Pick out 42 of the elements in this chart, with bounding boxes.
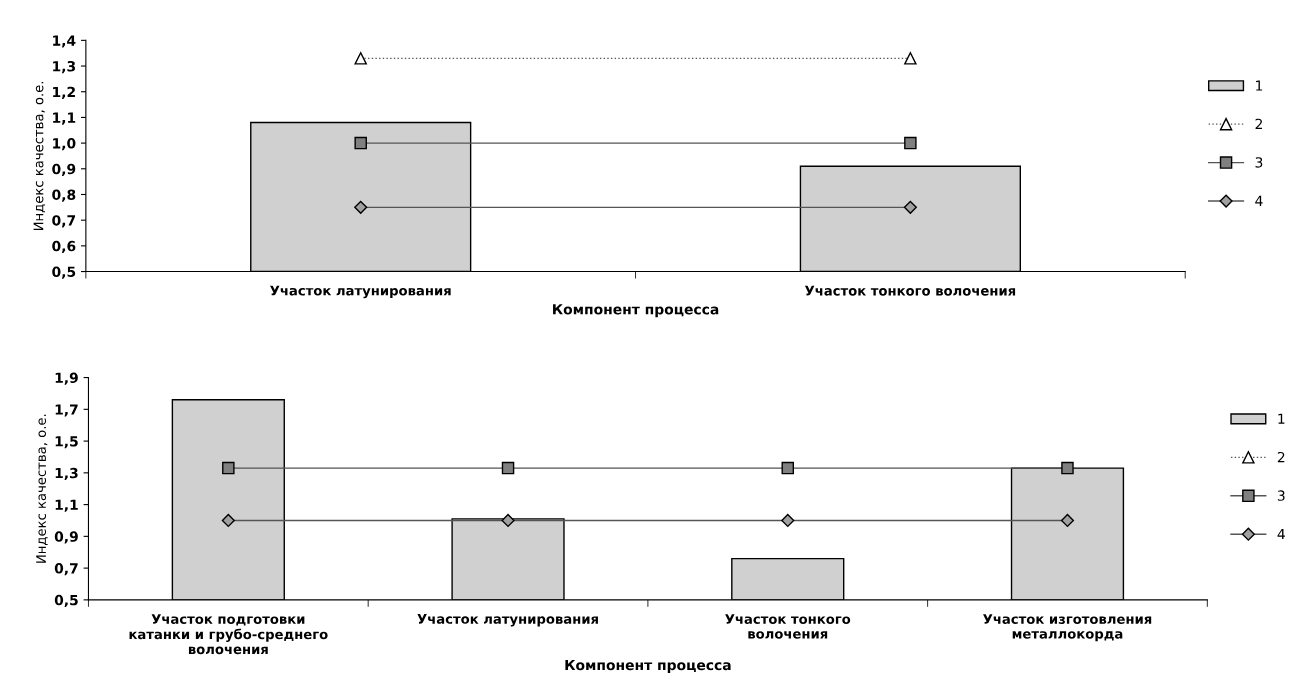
x-tick-label: Участок тонкого волочения (804, 285, 1016, 296)
y-tick-label: 1,0 (53, 138, 76, 151)
x-tick-label: Участок изготовления металлокорда (983, 614, 1152, 642)
y-tick-label: 0,9 (54, 531, 78, 544)
y-tick-label: 1,9 (55, 372, 78, 385)
y-tick-label: 0,6 (52, 240, 76, 254)
y-tick-label: 1,7 (55, 404, 78, 417)
legend-label: 2 (1277, 451, 1285, 463)
legend-label: 3 (1277, 490, 1285, 501)
x-tick-label: Участок латунирования (417, 614, 598, 627)
y-tick-label: 1,5 (55, 436, 78, 449)
y-tick-label: 1,1 (55, 499, 78, 512)
point (903, 200, 917, 214)
y-tick-label: 1,1 (53, 112, 76, 125)
point (354, 52, 367, 65)
x-tick-label: Участок тонкого волочения (725, 614, 851, 639)
y-tick-label: 1,3 (55, 467, 78, 481)
y-tick-label: 0,8 (52, 189, 76, 202)
y-tick-label: 0,7 (54, 563, 78, 576)
x-tick-label: Участок подготовки катанки и грубо-среднего волочения (129, 614, 328, 655)
y-axis-title: Индекс качества, о.е. (33, 81, 46, 231)
x-axis-title: Компонент процесса (565, 659, 731, 673)
legend-label: 3 (1255, 157, 1263, 168)
x-axis-title: Компонент процесса (553, 304, 719, 318)
y-tick-label: 1,3 (53, 61, 76, 74)
y-tick-label: 0,7 (52, 215, 76, 228)
legend-label: 2 (1255, 118, 1262, 129)
y-tick-label: 0,9 (52, 163, 76, 177)
y-tick-label: 1,2 (53, 86, 75, 99)
y-tick-label: 0,5 (54, 594, 78, 608)
legend-label: 1 (1256, 80, 1263, 91)
x-tick-label: Участок латунирования (270, 285, 451, 299)
point (904, 136, 917, 150)
point (354, 200, 368, 214)
legend-label: 4 (1277, 528, 1285, 540)
legend-label: 4 (1255, 195, 1263, 206)
point (904, 52, 917, 65)
y-tick-label: 0,5 (52, 266, 76, 279)
y-axis-title: Индекс качества, о.е. (36, 414, 48, 563)
y-tick-label: 1,4 (53, 35, 76, 48)
legend-label: 1 (1278, 413, 1285, 424)
point (354, 136, 367, 150)
